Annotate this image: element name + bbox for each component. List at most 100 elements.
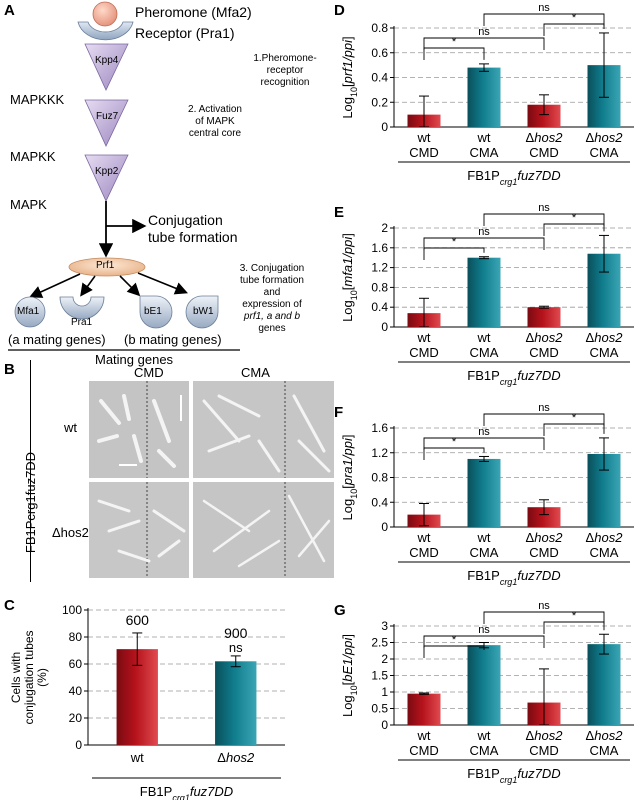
y-tick-label: 0.4 [371,71,388,85]
error-bar [599,32,609,98]
step1-line-1: 1.Pheromone- [253,53,317,64]
y-tick-label: 2.5 [371,636,388,650]
error-bar [599,633,609,655]
significance-label: * [452,236,457,248]
kpp4-icon [84,43,129,91]
significance-bracket [543,23,605,36]
significance-label: ns [538,202,550,214]
error-bar [539,305,549,309]
y-tick-label: 0 [381,120,388,134]
step2-line-2: of MAPK [195,116,235,127]
bar-δhos2-cma [587,644,621,725]
significance-bracket [543,223,605,236]
significance-label: ns [478,426,490,438]
y-axis-label: Log10[prf1/ppi] [340,36,359,118]
y-tick-label: 0.5 [371,702,388,716]
y-tick-label: 1.2 [371,446,388,460]
significance-label: * [452,634,457,646]
significance-label: * [452,436,457,448]
y-tick-label: 2 [381,221,388,235]
significance-bracket [483,213,605,226]
significance-bracket [483,611,605,624]
y-tick-label: 0.2 [371,95,388,109]
significance-bracket [423,437,545,450]
error-bar [479,256,489,260]
y-axis-label: Log10[bE1/ppi] [340,634,359,717]
chart-g: 00.511.522.53wtCMDwtCMAΔhos2CMDΔhos2CMA*… [340,600,634,785]
x-tick-label: CMA [470,743,499,758]
significance-bracket [423,37,545,50]
y-tick-label: 80 [69,630,83,644]
strain-label: FB1Pcrg1fuz7DD [467,368,560,387]
significance-label: ns [538,402,550,414]
x-tick-label: wt [477,530,491,545]
significance-label: * [452,36,457,48]
x-tick-label: Δhos2 [526,728,564,743]
significance-bracket [423,247,485,260]
panel-label-e: E [334,204,345,221]
pheromone-icon [92,1,118,27]
mfa1-icon [14,296,46,328]
x-tick-label: CMD [529,743,559,758]
significance-label: ns [478,226,490,238]
receptor-icon [77,21,134,41]
conjugation-line-1: Conjugation [148,212,223,228]
be1-label: bE1 [144,306,162,317]
x-tick-label: CMD [409,545,439,560]
arrow-to-mfa1 [29,273,81,298]
y-tick-label: 100 [62,603,82,617]
bar-wt-cma [467,67,501,127]
x-tick-label: CMD [409,145,439,160]
bar-δhos2-cmd [527,507,561,527]
cma-header: CMA [241,365,270,380]
x-tick-label: Δhos2 [586,530,624,545]
strain-label: FB1Pcrg1fuz7DD [467,568,560,587]
kpp4-label: Kpp4 [95,55,119,66]
x-tick-label: wt [417,130,431,145]
bw1-label: bW1 [193,306,214,317]
y-axis-label-line: (%) [35,668,49,687]
significance-label: ns [538,600,550,612]
kpp2-label: Kpp2 [95,166,119,177]
signaling-pathway-diagram [8,1,240,351]
a-genes-label: (a mating genes) [8,332,106,347]
step3-text: 3. Conjugation tube formation and expres… [222,263,322,335]
error-bar [539,668,549,726]
chart-d: 00.20.40.60.8wtCMDwtCMAΔhos2CMDΔhos2CMA*… [340,2,634,187]
error-bar [539,499,549,516]
x-tick-label: wt [417,330,431,345]
y-tick-label: 0 [381,718,388,732]
pra1-label: Pra1 [71,317,93,328]
step2-line-1: 2. Activation [188,104,242,115]
strain-label: FB1Pcrg1fuz7DD [467,766,560,785]
y-tick-label: 0.6 [371,46,388,60]
step3-line-3: and [263,287,281,298]
x-tick-label: wt [477,330,491,345]
significance-label: * [572,412,577,424]
x-tick-label: CMA [470,345,499,360]
y-tick-label: 0.8 [371,471,388,485]
conjugation-line-2: tube formation [148,229,238,245]
error-bar [599,234,609,273]
bw1-icon [185,295,219,329]
x-tick-label: Δhos2 [586,130,624,145]
significance-bracket [483,13,605,26]
y-tick-label: 0 [75,738,82,752]
x-tick-label: CMA [590,345,619,360]
x-tick-label: CMD [529,545,559,560]
y-tick-label: 3 [381,619,388,633]
y-tick-label: 1.2 [371,261,388,275]
step3-line-2: tube formation [240,275,304,286]
error-bar [479,63,489,72]
bar-wt-cmd [407,693,441,725]
mapkkk-label: MAPKKK [10,92,65,107]
arrow-to-bw1 [137,272,188,295]
mfa1-label: Mfa1 [17,306,40,317]
x-tick-label: Δhos2 [526,330,564,345]
pheromone-label: Pheromone (Mfa2) [135,4,252,20]
cmd-header: CMD [134,365,164,380]
y-tick-label: 1 [381,685,388,699]
micrograph-hos2-cma [193,482,334,578]
significance-bracket [543,621,605,634]
